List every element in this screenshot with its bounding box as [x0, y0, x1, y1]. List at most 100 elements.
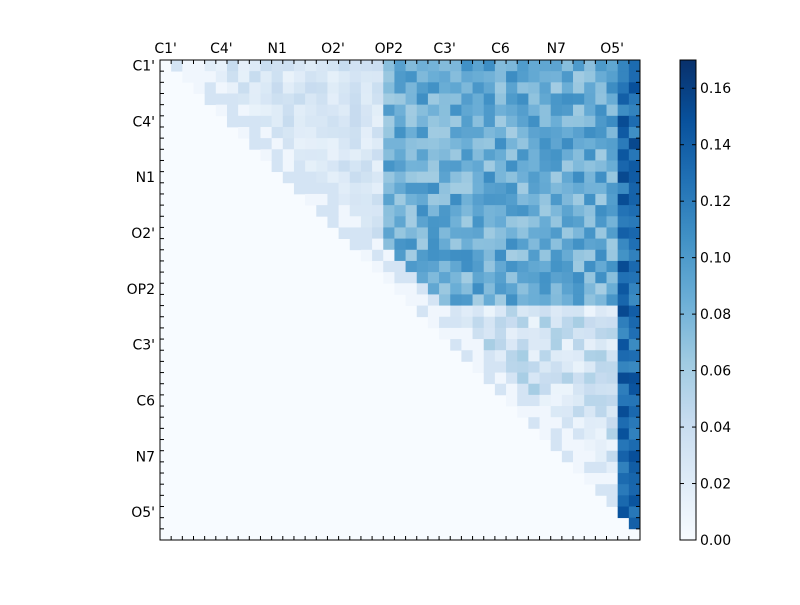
heatmap-cell	[461, 238, 473, 251]
colorbar-tick-label: 0.16	[700, 81, 731, 97]
heatmap-cell	[606, 473, 619, 485]
heatmap-cell	[483, 182, 496, 195]
heatmap-cell	[506, 160, 518, 173]
heatmap-cell	[383, 93, 395, 106]
heatmap-cell	[472, 149, 485, 161]
heatmap-cell	[372, 216, 384, 228]
heatmap-cell	[528, 93, 540, 106]
heatmap-cell	[472, 283, 485, 295]
heatmap-cell	[617, 305, 630, 318]
heatmap-cell	[372, 160, 384, 173]
heatmap-cell	[617, 249, 630, 262]
heatmap-cell	[226, 71, 239, 83]
heatmap-cell	[316, 149, 328, 161]
heatmap-cell	[595, 383, 607, 396]
heatmap-cell	[595, 294, 607, 306]
plot-frame	[159, 59, 641, 541]
heatmap-cell	[416, 272, 429, 284]
heatmap-cell	[584, 260, 596, 273]
heatmap-cell	[461, 60, 473, 72]
heatmap-cell	[394, 60, 406, 72]
colorbar-tick-label: 0.08	[700, 307, 731, 323]
heatmap-cell	[416, 283, 429, 295]
heatmap-cell	[249, 82, 261, 94]
heatmap-cell	[416, 104, 429, 117]
heatmap-cell	[349, 60, 362, 72]
heatmap-cell	[293, 138, 306, 150]
heatmap-cell	[550, 104, 563, 117]
heatmap-cell	[528, 138, 540, 150]
heatmap-cell	[461, 305, 473, 318]
heatmap-cell	[372, 182, 384, 195]
heatmap-cell	[483, 372, 496, 385]
heatmap-cell	[271, 160, 284, 173]
heatmap-cell	[427, 238, 440, 251]
heatmap-cell	[182, 60, 194, 72]
heatmap-cell	[617, 238, 630, 251]
heatmap-cell	[561, 238, 574, 251]
heatmap-cell	[360, 104, 373, 117]
heatmap-cell	[483, 126, 496, 139]
heatmap-cell	[561, 82, 574, 94]
heatmap-cell	[595, 249, 607, 262]
heatmap-cell	[606, 383, 619, 396]
heatmap-cell	[561, 361, 574, 373]
heatmap-cell	[584, 249, 596, 262]
heatmap-cell	[561, 115, 574, 128]
heatmap-cell	[628, 461, 641, 474]
heatmap-cell	[427, 93, 440, 106]
heatmap-cell	[427, 82, 440, 94]
heatmap-cell	[506, 149, 518, 161]
y-tick-label: N7	[136, 449, 155, 465]
heatmap-cell	[628, 249, 641, 262]
heatmap-cell	[483, 249, 496, 262]
heatmap-cell	[439, 182, 451, 195]
heatmap-cell	[394, 138, 406, 150]
heatmap-cell	[595, 361, 607, 373]
heatmap-cell	[360, 93, 373, 106]
heatmap-cell	[450, 138, 462, 150]
heatmap-cell	[416, 160, 429, 173]
heatmap-cell	[450, 227, 462, 239]
heatmap-cell	[349, 82, 362, 94]
heatmap-cell	[316, 71, 328, 83]
heatmap-cell	[483, 327, 496, 340]
heatmap-cell	[539, 305, 552, 318]
colorbar-tick-label: 0.10	[700, 251, 731, 267]
heatmap-cell	[539, 104, 552, 117]
heatmap-cell	[293, 104, 306, 117]
heatmap-cell	[416, 205, 429, 217]
heatmap-cell	[338, 138, 351, 150]
heatmap-cell	[450, 260, 462, 273]
heatmap-cell	[483, 193, 496, 206]
heatmap-cell	[539, 272, 552, 284]
heatmap-cell	[528, 160, 540, 173]
heatmap-cell	[550, 227, 563, 239]
heatmap-cell	[349, 115, 362, 128]
heatmap-cell	[595, 439, 607, 452]
heatmap-cell	[561, 216, 574, 228]
heatmap-cell	[249, 115, 261, 128]
heatmap-cell	[416, 193, 429, 206]
heatmap-cell	[606, 394, 619, 407]
heatmap-cell	[617, 104, 630, 117]
heatmap-cell	[494, 249, 507, 262]
heatmap-cell	[383, 160, 395, 173]
heatmap-cell	[450, 60, 462, 72]
heatmap-cell	[550, 160, 563, 173]
heatmap-cell	[584, 383, 596, 396]
heatmap-cell	[450, 294, 462, 306]
heatmap-cell	[461, 350, 473, 362]
heatmap-cell	[372, 71, 384, 83]
heatmap-cell	[305, 171, 317, 184]
heatmap-cell	[327, 171, 339, 184]
heatmap-cell	[617, 115, 630, 128]
heatmap-cell	[628, 394, 641, 407]
heatmap-cell	[617, 417, 630, 429]
heatmap-cell	[573, 283, 585, 295]
heatmap-cell	[517, 260, 529, 273]
heatmap-cell	[606, 439, 619, 452]
x-tick-label: C1'	[154, 41, 177, 57]
heatmap-cell	[561, 260, 574, 273]
heatmap-cell	[316, 60, 328, 72]
